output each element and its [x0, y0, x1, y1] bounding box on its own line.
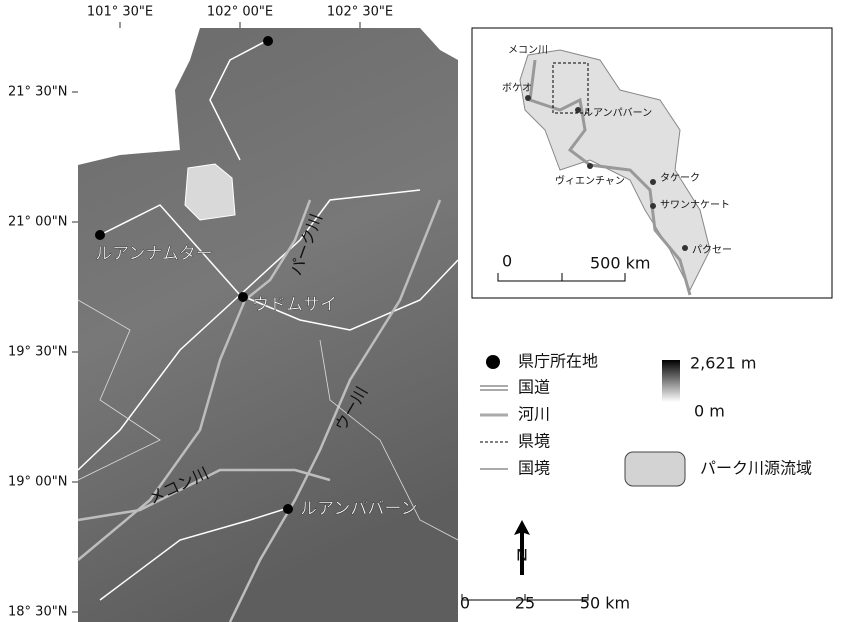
legend-label: 国道 — [518, 378, 550, 397]
lat-label: 18° 30"N — [8, 605, 67, 620]
elevation-label: 0 m — [694, 402, 725, 421]
inset-river — [528, 59, 692, 296]
lat-label: 19° 00"N — [8, 475, 67, 490]
inset-label: タケーク — [660, 172, 700, 184]
legend-symbol — [486, 355, 500, 369]
inset-scale-label: 0 — [502, 252, 512, 271]
capital — [263, 36, 273, 46]
inset-label: メコン川 — [508, 45, 548, 56]
scale-label: 50 km — [580, 594, 630, 613]
place-label: ルアンパバーン — [300, 499, 417, 519]
inset-scale-bar — [497, 273, 626, 282]
inset-scale-label: 500 km — [590, 254, 650, 273]
inset-label: ヴィエンチャン — [555, 174, 625, 187]
inset-label: ルアンパバーン — [583, 107, 652, 119]
outside-area — [420, 28, 458, 60]
rivers — [77, 199, 442, 622]
lon-label: 101° 30"E — [87, 5, 153, 20]
capital — [283, 504, 293, 514]
place-label: ウドムサイ — [252, 295, 337, 315]
outside-area — [78, 28, 200, 165]
capital — [238, 292, 248, 302]
place-label: ルアンナムター — [95, 244, 213, 264]
legend-label: 県境 — [518, 432, 550, 451]
inset-label: ボケオ — [502, 82, 532, 94]
basin-area — [184, 163, 236, 221]
legend-road — [480, 385, 508, 391]
north-label: N — [516, 546, 528, 565]
lat-label: 21° 00"N — [8, 215, 67, 230]
elevation-label: 2,621 m — [690, 354, 756, 373]
lon-label: 102° 00"E — [207, 5, 273, 20]
inset-extent — [552, 62, 589, 114]
inset-label: パクセー — [692, 244, 732, 256]
legend-label: 国境 — [518, 459, 550, 478]
scale-bar — [461, 594, 589, 601]
scale-label: 25 — [515, 594, 535, 613]
inset-points — [525, 95, 688, 251]
legend-label: パーク川源流域 — [700, 459, 812, 478]
capitals — [95, 36, 293, 514]
graticule-ticks — [72, 22, 361, 613]
inset-country — [519, 49, 711, 292]
borders — [77, 299, 459, 541]
legend-label: 河川 — [518, 405, 550, 424]
inset-label: サワンナケート — [660, 199, 730, 211]
capital — [95, 230, 105, 240]
elevation-ramp — [662, 360, 680, 402]
roads — [77, 39, 459, 601]
lat-label: 19° 30"N — [8, 345, 67, 360]
lat-label: 21° 30"N — [8, 85, 67, 100]
basin-symbol — [624, 451, 686, 487]
scale-label: 0 — [460, 594, 470, 613]
north-arrow — [514, 520, 530, 575]
lon-label: 102° 30"E — [327, 5, 393, 20]
legend-label: 県庁所在地 — [518, 352, 598, 371]
